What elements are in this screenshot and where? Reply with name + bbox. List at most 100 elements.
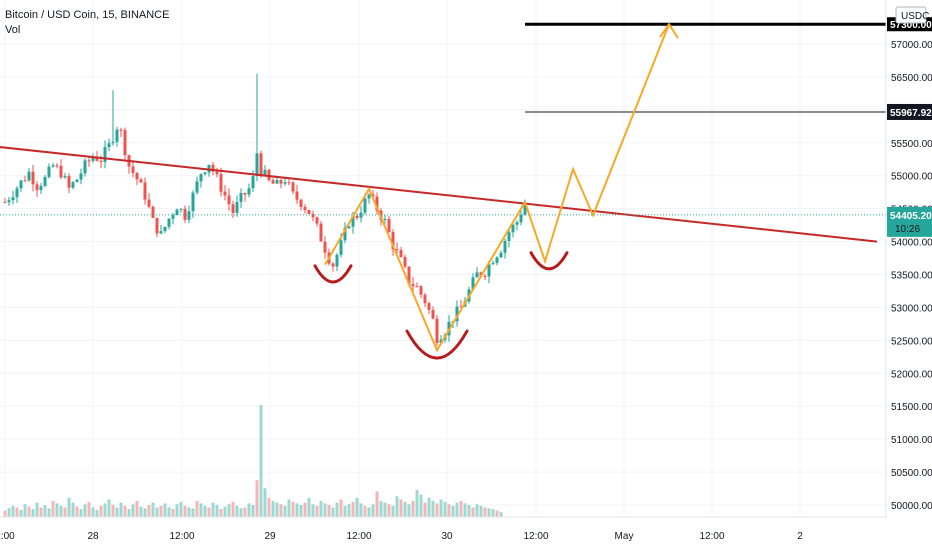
symbol-title[interactable]: Bitcoin / USD Coin, 15, BINANCE: [5, 9, 170, 21]
candle-body: [403, 257, 407, 267]
candle-body: [175, 209, 179, 216]
volume-bar: [443, 501, 447, 517]
candle-body: [163, 226, 167, 232]
candle-body: [455, 306, 459, 322]
projection-path: [524, 23, 670, 265]
volume-bar: [163, 503, 167, 517]
candle-body: [83, 160, 87, 174]
volume-label[interactable]: Vol: [5, 24, 21, 36]
time-tick-label: 12:00: [169, 531, 194, 542]
candle-body: [303, 206, 307, 210]
candle-body: [75, 179, 79, 183]
volume-bar: [407, 504, 411, 517]
candle-body: [515, 222, 519, 225]
candle-body: [399, 250, 403, 258]
candle-body: [187, 211, 191, 220]
volume-bar: [475, 504, 479, 517]
candle-body: [439, 339, 443, 343]
candle-body: [151, 206, 155, 218]
candle-body: [491, 262, 495, 265]
candle-body: [291, 182, 295, 192]
volume-bar: [351, 501, 355, 517]
volume-bar: [391, 505, 395, 517]
volume-bar: [183, 505, 187, 517]
price-tick-label: 55000.00: [891, 172, 932, 183]
candle-body: [231, 204, 235, 213]
price-axis[interactable]: 57000.0056500.0056000.0055500.0055000.00…: [885, 0, 932, 550]
candle-body: [419, 286, 423, 295]
volume-bar: [167, 507, 171, 517]
time-axis[interactable]: 2:00 28 12:00 29 12:00 30 12:00 May 12:00 2: [0, 516, 932, 550]
candle-body: [51, 165, 55, 167]
candle-body: [239, 192, 243, 202]
volume-bar: [191, 508, 195, 517]
volume-bar: [295, 503, 299, 517]
volume-bar: [135, 501, 139, 517]
volume-bar: [211, 502, 215, 517]
volume-bar: [99, 505, 103, 517]
volume-bar: [131, 504, 135, 517]
candle-body: [107, 143, 111, 148]
volume-bar: [151, 502, 155, 517]
volume-bar: [15, 507, 19, 517]
volume-bar: [419, 494, 423, 517]
price-tick-label: 55500.00: [891, 139, 932, 150]
volume-bar: [367, 507, 371, 517]
pattern-zigzag: [324, 186, 526, 353]
volume-bar: [91, 507, 95, 517]
volume-bar: [67, 497, 71, 517]
volume-bar: [487, 508, 491, 517]
candle-body: [511, 224, 515, 233]
candlesticks: [3, 73, 527, 347]
volume-bar: [291, 501, 295, 517]
volume-bar: [287, 499, 291, 517]
candle-body: [275, 180, 279, 184]
candle-body: [271, 180, 275, 184]
price-tick-label: 51500.00: [891, 402, 932, 413]
volume-bar: [159, 505, 163, 517]
candle-body: [255, 153, 259, 177]
volume-bar: [139, 506, 143, 517]
candle-body: [519, 214, 523, 223]
volume-bar: [347, 504, 351, 517]
candle-body: [135, 172, 139, 180]
candle-body: [395, 249, 399, 251]
candle-body: [475, 272, 479, 278]
time-tick-label: 2:00: [0, 531, 15, 542]
candle-body: [299, 199, 303, 207]
volume-bar: [395, 496, 399, 517]
volume-bar: [259, 405, 263, 517]
volume-bar: [27, 506, 31, 517]
volume-bar: [491, 509, 495, 517]
candle-body: [131, 166, 135, 173]
candle-body: [7, 200, 11, 203]
volume-bar: [371, 504, 375, 517]
price-tick-label: 57000.00: [891, 40, 932, 51]
volume-bar: [363, 505, 367, 517]
volume-bar: [39, 507, 43, 517]
volume-bar: [83, 504, 87, 517]
time-tick-label: 2: [797, 531, 803, 542]
candle-body: [203, 172, 207, 175]
volume-bar: [279, 504, 283, 517]
candle-body: [427, 303, 431, 310]
time-tick-label: May: [615, 531, 634, 542]
projection-arrow: [659, 22, 679, 39]
candle-body: [371, 194, 375, 197]
candle-body: [39, 185, 43, 191]
candle-body: [459, 306, 463, 308]
volume-bars: [3, 405, 503, 517]
volume-bar: [383, 502, 387, 517]
volume-bar: [75, 506, 79, 517]
candle-body: [191, 192, 195, 212]
volume-bar: [423, 502, 427, 517]
price-tick-label: 50500.00: [891, 468, 932, 479]
volume-bar: [223, 506, 227, 517]
candle-body: [11, 197, 15, 201]
candle-body: [179, 208, 183, 210]
volume-bar: [439, 499, 443, 517]
candle-body: [479, 272, 483, 276]
volume-bar: [271, 501, 275, 517]
price-tick-label: 50000.00: [891, 501, 932, 512]
